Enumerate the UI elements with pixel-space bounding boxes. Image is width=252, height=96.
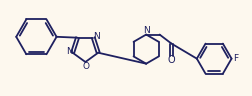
Text: N: N — [143, 26, 149, 35]
Text: N: N — [67, 47, 73, 56]
Text: N: N — [93, 32, 100, 41]
Text: F: F — [233, 54, 238, 63]
Text: O: O — [168, 55, 175, 65]
Text: O: O — [82, 62, 89, 71]
